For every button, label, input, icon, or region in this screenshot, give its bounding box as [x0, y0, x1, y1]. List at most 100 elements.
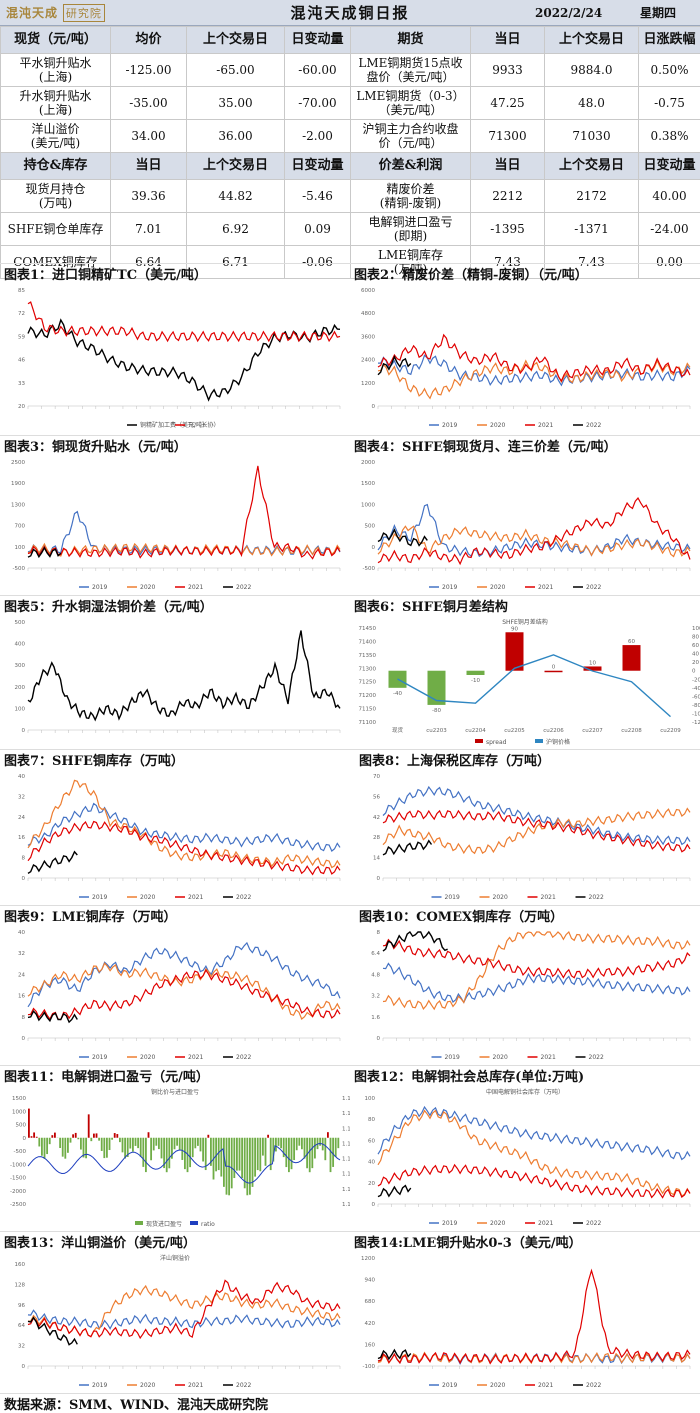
profit-bar: [108, 1137, 111, 1151]
legend-swatch: [190, 1221, 198, 1225]
table-cell: 沪铜主力合约收盘 价（元/吨）: [350, 119, 471, 153]
chart-3: -500 100 700 1300 1900 2500 2019 2020 2021 2022: [0, 454, 350, 594]
y-tick-label: 100: [15, 545, 26, 551]
profit-bar: [33, 1132, 36, 1138]
y-tick-label: 500: [365, 524, 376, 530]
y-tick-label: 14: [373, 856, 380, 862]
y-tick-label: 0: [372, 545, 376, 551]
profit-bar: [119, 1137, 121, 1143]
legend-label: 2022: [586, 1220, 601, 1227]
legend-label: 2020: [490, 1382, 505, 1389]
legend-label: 2022: [589, 1054, 604, 1061]
report-date: 2022/2/24: [535, 5, 603, 20]
profit-bar: [217, 1137, 220, 1171]
profit-bar: [223, 1137, 225, 1187]
chart-12: 中国电解铜社会库存（万吨） 0 20 40 60 80 100 2019 2020 2021 202…: [350, 1084, 700, 1230]
legend-label: 2019: [445, 1054, 460, 1061]
y2-tick-label: 1.1400: [342, 1141, 350, 1147]
y-tick-label: 32: [18, 794, 25, 800]
y-tick-label: 0: [22, 728, 26, 734]
y-tick-label: 8: [22, 856, 26, 862]
y-tick-label: 400: [15, 642, 26, 648]
profit-bar: [77, 1137, 80, 1140]
chart-title: 图表3：铜现货升贴水（元/吨）: [4, 440, 187, 455]
profit-bar: [150, 1137, 153, 1161]
legend-label: 2022: [236, 584, 251, 591]
chart-7: 0 8 16 24 32 40 2019 2020 2021 2022: [0, 768, 350, 904]
profit-bar: [184, 1137, 186, 1170]
legend-label: 2019: [442, 1382, 457, 1389]
profit-bar: [61, 1137, 64, 1157]
profit-bar: [189, 1137, 192, 1168]
table-cell: 7.01: [110, 212, 187, 246]
series-line-2020: [377, 359, 691, 400]
series-line-2020: [382, 807, 691, 855]
table-cell: 6.71: [186, 245, 285, 279]
y-tick-label: 85: [18, 288, 25, 294]
y-tick-label: -2500: [10, 1202, 26, 1208]
table-cell: SHFE铜仓单库存: [0, 212, 111, 246]
y2-tick-label: -80: [692, 703, 700, 709]
series-line-2019: [27, 1309, 341, 1330]
profit-bar: [35, 1136, 38, 1138]
series-line-2022: [377, 355, 412, 376]
profit-bar: [139, 1137, 142, 1157]
section-divider: [0, 435, 700, 436]
chart-title: 图表1：进口铜精矿TC（美元/吨）: [4, 268, 207, 283]
series-line-2021: [377, 1163, 691, 1199]
series-line-2022: [27, 1009, 78, 1024]
chart-subtitle: 洋山铜溢价: [160, 1254, 190, 1262]
table-row: SHFE铜仓单库存 7.01 6.92 0.09 电解铜进口盈亏 (即期) -1395 -13…: [0, 212, 700, 246]
profit-bar: [308, 1137, 311, 1173]
legend-label: 2019: [92, 894, 107, 901]
legend-label: 2020: [490, 422, 505, 429]
y-tick-label: 32: [18, 1344, 25, 1350]
profit-bar: [95, 1133, 98, 1138]
y-tick-label: -1000: [10, 1162, 26, 1168]
legend-label: 2021: [538, 1382, 553, 1389]
table-cell: 40.00: [638, 179, 700, 213]
series-line-价差: [27, 630, 341, 722]
profit-bar: [90, 1137, 93, 1142]
table-cell: -2.00: [284, 119, 351, 153]
y-tick-label: 60: [368, 1138, 375, 1144]
table-cell: 7.43: [544, 245, 639, 279]
profit-bar: [254, 1137, 257, 1177]
table-cell: 36.00: [186, 119, 285, 153]
column-header: 日涨跌幅: [638, 26, 700, 54]
profit-bar: [69, 1137, 72, 1143]
y2-tick-label: 1.1100: [342, 1187, 350, 1193]
series-line-2021: [27, 969, 341, 1021]
legend-label: 铜精矿加工费（美元/吨）: [140, 421, 208, 429]
category-label: cu2206: [543, 728, 564, 734]
profit-bar: [176, 1137, 179, 1146]
table-cell: 47.25: [470, 86, 545, 120]
column-header: 当日: [110, 152, 187, 180]
y2-tick-label: 100: [692, 626, 700, 632]
chart-title: 图表5：升水铜湿法铜价差（元/吨）: [4, 600, 213, 615]
category-label: cu2209: [660, 728, 681, 734]
y-tick-label: 71350: [359, 653, 377, 659]
bar-data-label: -80: [432, 708, 441, 714]
y-tick-label: 40: [18, 774, 25, 780]
table-cell: 44.82: [186, 179, 285, 213]
y-tick-label: 940: [365, 1278, 376, 1284]
y-tick-label: 160: [365, 1342, 376, 1348]
legend-label: 2022: [236, 894, 251, 901]
bar-data-label: 60: [628, 639, 635, 645]
table-cell: -125.00: [110, 53, 187, 87]
chart-title: 图表2：精废价差（精铜-废铜）（元/吨）: [354, 268, 588, 283]
y-tick-label: 6000: [361, 288, 375, 294]
legend-label: 2020: [140, 1382, 155, 1389]
series-line-2020: [382, 930, 691, 1011]
legend-label: 现货进口盈亏: [146, 1220, 182, 1228]
profit-bar: [314, 1137, 316, 1159]
y-tick-label: 71300: [359, 666, 377, 672]
table-cell: 现货月持仓 (万吨): [0, 179, 111, 213]
column-header: 上个交易日: [186, 152, 285, 180]
y-tick-label: 128: [15, 1282, 26, 1288]
series-line-2021: [382, 809, 691, 853]
profit-bar: [168, 1137, 171, 1169]
profit-bar: [282, 1137, 285, 1158]
profit-bar: [285, 1137, 288, 1168]
